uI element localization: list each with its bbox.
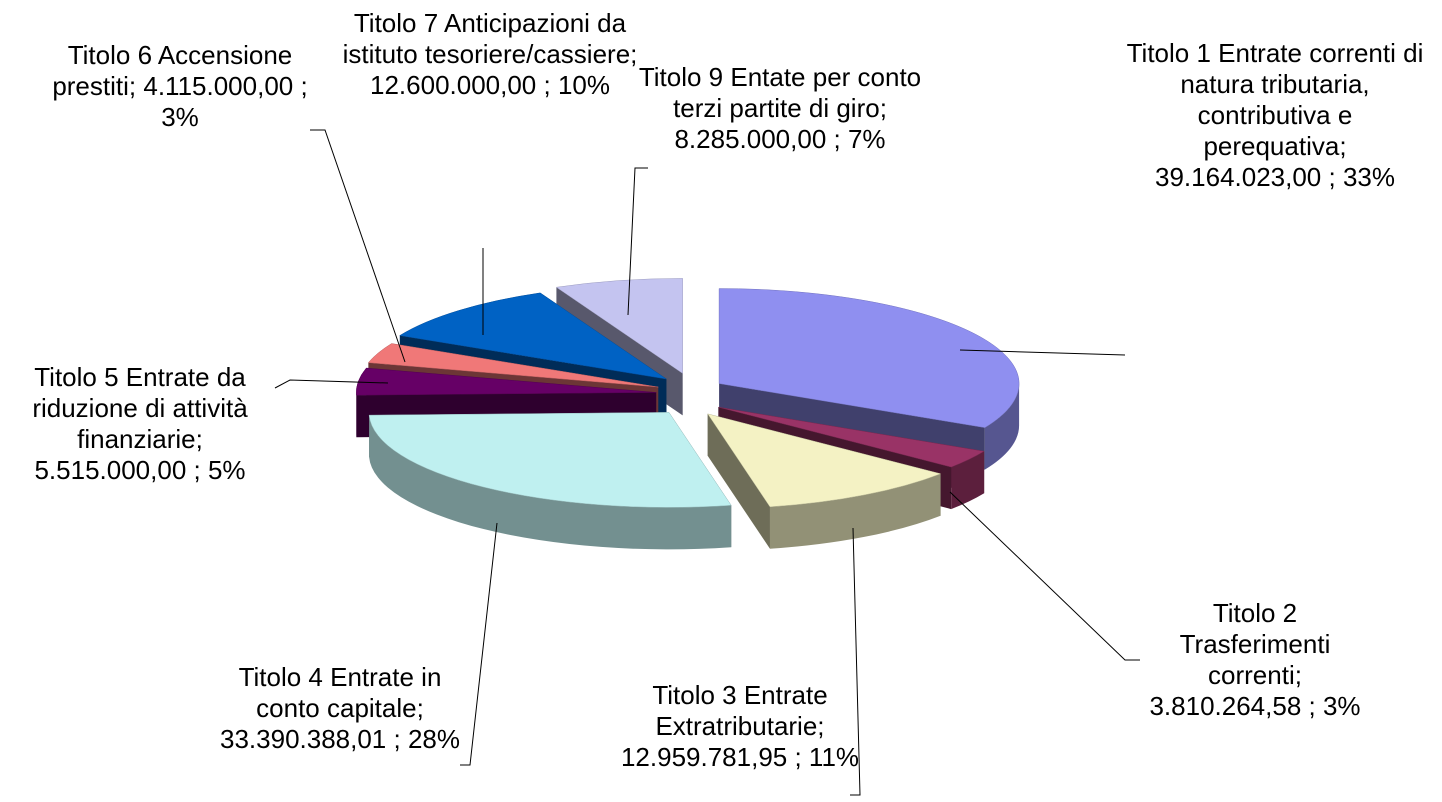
slice-name: Titolo 4 Entrate in conto capitale; (238, 662, 442, 723)
data-label: Titolo 2 Trasferimenti correnti; 3.810.2… (1135, 598, 1375, 722)
data-label: Titolo 4 Entrate in conto capitale; 33.3… (210, 662, 470, 755)
slice (399, 292, 667, 380)
leader-line (850, 527, 861, 796)
slice (718, 406, 985, 468)
slice-value: 3.810.264,58 ; 3% (1149, 691, 1361, 721)
slice-value: 33.390.388,01 ; 28% (220, 724, 460, 754)
slice (555, 278, 683, 374)
leader-line (460, 522, 498, 766)
leader-line (310, 129, 406, 363)
slice-name: Titolo 7 Anticipazioni da istituto tesor… (342, 8, 638, 69)
data-label: Titolo 3 Entrate Extratributarie; 12.959… (590, 680, 890, 773)
slice (707, 413, 942, 508)
slice-name: Titolo 3 Entrate Extratributarie; (652, 680, 828, 741)
slice-side (707, 413, 770, 549)
slice-value: 8.285.000,00 ; 7% (674, 124, 886, 154)
leader-line (949, 491, 1140, 661)
slice (718, 288, 1020, 428)
slice-value: 39.164.023,00 ; 33% (1155, 162, 1395, 192)
leader-line (627, 167, 648, 316)
data-label: Titolo 1 Entrate correnti di natura trib… (1125, 38, 1425, 193)
slice-value: 12.959.781,95 ; 11% (620, 742, 860, 772)
slice-wall (369, 415, 732, 550)
leader-line (274, 379, 389, 389)
slice-wall (984, 383, 1020, 470)
slice-wall (769, 473, 941, 549)
leader-line (959, 349, 1126, 356)
slice (368, 412, 732, 508)
data-label: Titolo 5 Entrate da riduzione di attivit… (0, 362, 280, 486)
slice-name: Titolo 5 Entrate da riduzione di attivit… (32, 362, 248, 454)
slice-value: 5.515.000,00 ; 5% (34, 455, 246, 485)
slice-wall (951, 451, 985, 510)
data-label: Titolo 6 Accensione prestiti; 4.115.000,… (35, 40, 325, 133)
slice-value: 12.600.000,00 ; 10% (370, 70, 610, 100)
slice (355, 367, 657, 396)
slice-name: Titolo 9 Entate per conto terzi partite … (638, 62, 922, 123)
slice-name: Titolo 1 Entrate correnti di natura trib… (1126, 38, 1424, 161)
slice-name: Titolo 6 Accensione prestiti; (52, 40, 293, 101)
slice-value: 4.115.000,00 ; 3% (143, 71, 308, 132)
slice-name: Titolo 2 Trasferimenti correnti; (1179, 598, 1331, 690)
data-label: Titolo 7 Anticipazioni da istituto tesor… (340, 8, 640, 101)
slice (367, 343, 659, 388)
data-label: Titolo 9 Entate per conto terzi partite … (635, 62, 925, 155)
